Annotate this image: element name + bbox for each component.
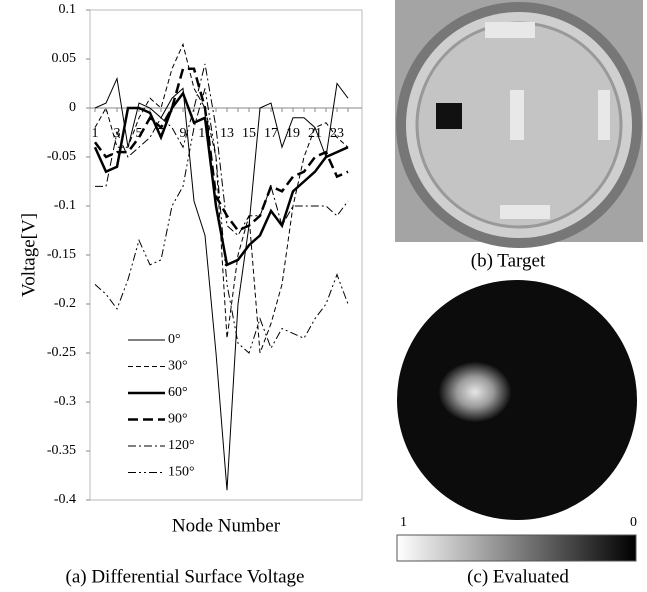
legend-label: 60° bbox=[168, 385, 188, 400]
legend-label: 0° bbox=[168, 332, 181, 347]
y-tick-label: -0.4 bbox=[54, 492, 76, 507]
legend-label: 120° bbox=[168, 438, 195, 453]
y-tick-label: -0.2 bbox=[54, 296, 76, 311]
y-tick-label: -0.35 bbox=[47, 443, 76, 458]
legend-label: 30° bbox=[168, 359, 188, 374]
series-line bbox=[93, 90, 349, 267]
series-line bbox=[93, 67, 349, 233]
y-tick-label: -0.3 bbox=[54, 394, 76, 409]
colorbar-min-label: 1 bbox=[400, 515, 407, 530]
series-line bbox=[94, 76, 349, 491]
x-tick-label: 5 bbox=[136, 126, 143, 141]
y-tick-label: 0 bbox=[69, 100, 76, 115]
y-tick-label: 0.05 bbox=[52, 51, 77, 66]
caption-a: (a) Differential Surface Voltage bbox=[66, 566, 305, 587]
x-tick-label: 7 bbox=[158, 126, 165, 141]
x-tick-label: 15 bbox=[242, 126, 256, 141]
x-tick-label: 9 bbox=[180, 126, 187, 141]
series-line bbox=[95, 63, 349, 237]
x-tick-label: 1 bbox=[92, 126, 99, 141]
y-tick-label: -0.15 bbox=[47, 247, 76, 262]
colorbar-max-label: 0 bbox=[630, 515, 637, 530]
x-tick-label: 23 bbox=[330, 126, 344, 141]
y-tick-label: -0.05 bbox=[47, 149, 76, 164]
legend-label: 150° bbox=[168, 465, 195, 480]
colorbar bbox=[396, 534, 637, 562]
legend-label: 90° bbox=[168, 412, 188, 427]
y-tick-label: -0.1 bbox=[54, 198, 76, 213]
x-tick-label: 13 bbox=[220, 126, 234, 141]
caption-c: (c) Evaluated bbox=[467, 566, 569, 587]
x-tick-label: 19 bbox=[286, 126, 300, 141]
evaluated-image bbox=[397, 280, 637, 520]
series-line bbox=[94, 42, 349, 354]
x-axis-label: Node Number bbox=[172, 515, 281, 536]
x-tick-label: 17 bbox=[264, 126, 278, 141]
y-tick-label: -0.25 bbox=[47, 345, 76, 360]
caption-b: (b) Target bbox=[471, 250, 546, 271]
y-axis-label: Voltage[V] bbox=[18, 213, 39, 297]
target-photo bbox=[395, 0, 643, 248]
y-tick-label: 0.1 bbox=[59, 2, 77, 17]
